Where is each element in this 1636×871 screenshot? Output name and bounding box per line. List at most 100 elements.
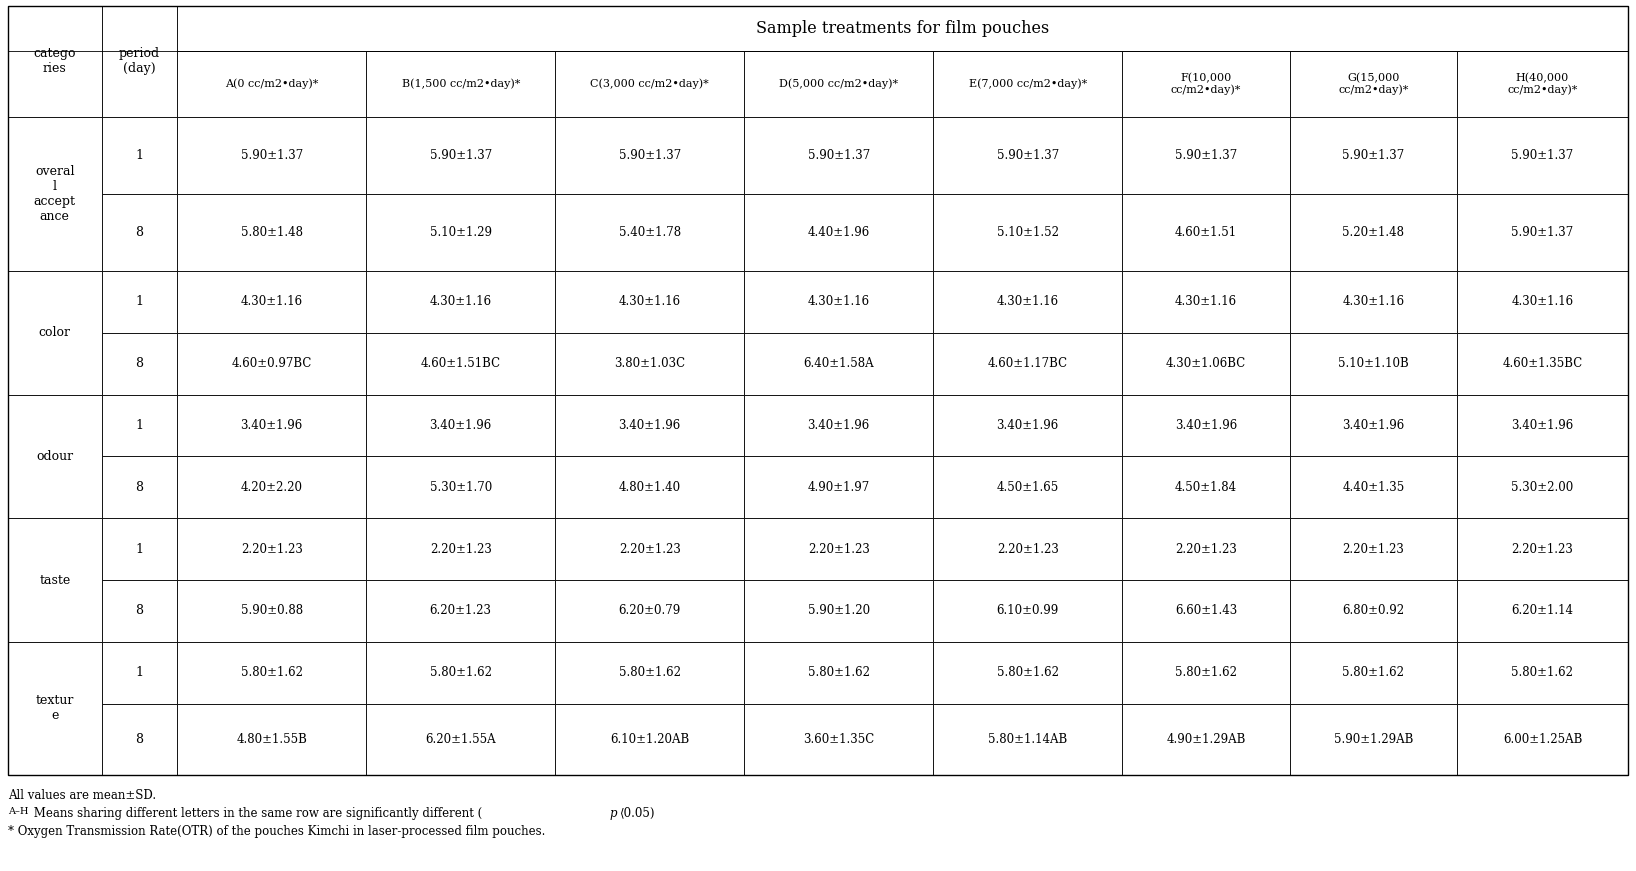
Bar <box>933 193 1122 271</box>
Text: G(15,000
cc/m2•day)*: G(15,000 cc/m2•day)* <box>1338 72 1409 95</box>
Text: 5.10±1.10B: 5.10±1.10B <box>1338 357 1409 370</box>
Bar <box>101 456 177 518</box>
Text: 4.30±1.16: 4.30±1.16 <box>808 295 870 308</box>
Text: 6.80±0.92: 6.80±0.92 <box>1342 604 1404 618</box>
Bar <box>933 51 1122 117</box>
Bar <box>8 6 101 117</box>
Bar <box>101 580 177 642</box>
Bar <box>177 117 366 193</box>
Text: 6.20±1.14: 6.20±1.14 <box>1512 604 1574 618</box>
Bar <box>933 642 1122 704</box>
Bar <box>8 642 101 775</box>
Text: 6.10±0.99: 6.10±0.99 <box>996 604 1058 618</box>
Bar <box>744 580 933 642</box>
Text: 4.30±1.16: 4.30±1.16 <box>1175 295 1237 308</box>
Text: 5.80±1.62: 5.80±1.62 <box>430 666 492 679</box>
Text: 2.20±1.23: 2.20±1.23 <box>1343 543 1404 556</box>
Bar <box>101 518 177 580</box>
Bar <box>177 580 366 642</box>
Text: F(10,000
cc/m2•day)*: F(10,000 cc/m2•day)* <box>1171 72 1242 95</box>
Text: 5.90±1.37: 5.90±1.37 <box>996 149 1058 162</box>
Bar <box>1122 580 1289 642</box>
Bar <box>366 642 555 704</box>
Text: Means sharing different letters in the same row are significantly different (: Means sharing different letters in the s… <box>29 807 483 820</box>
Bar <box>1289 395 1458 456</box>
Text: p: p <box>610 807 622 820</box>
Text: 5.90±1.29AB: 5.90±1.29AB <box>1333 733 1414 746</box>
Bar <box>101 6 177 117</box>
Text: 5.80±1.14AB: 5.80±1.14AB <box>988 733 1067 746</box>
Bar <box>1289 704 1458 775</box>
Text: 5.20±1.48: 5.20±1.48 <box>1342 226 1404 239</box>
Bar <box>1289 456 1458 518</box>
Bar <box>1122 117 1289 193</box>
Text: 1: 1 <box>136 149 144 162</box>
Text: C(3,000 cc/m2•day)*: C(3,000 cc/m2•day)* <box>591 78 708 89</box>
Text: 4.60±1.35BC: 4.60±1.35BC <box>1502 357 1582 370</box>
Bar <box>366 333 555 395</box>
Text: 4.20±2.20: 4.20±2.20 <box>240 481 303 494</box>
Bar <box>744 518 933 580</box>
Text: odour: odour <box>36 450 74 463</box>
Bar <box>177 704 366 775</box>
Text: D(5,000 cc/m2•day)*: D(5,000 cc/m2•day)* <box>779 78 898 89</box>
Bar <box>1289 580 1458 642</box>
Bar <box>1458 271 1628 333</box>
Bar <box>933 580 1122 642</box>
Bar <box>1458 456 1628 518</box>
Text: 3.40±1.96: 3.40±1.96 <box>240 419 303 432</box>
Bar <box>8 395 101 518</box>
Bar <box>1458 704 1628 775</box>
Text: 5.90±1.20: 5.90±1.20 <box>808 604 870 618</box>
Text: 3.40±1.96: 3.40±1.96 <box>808 419 870 432</box>
Text: 8: 8 <box>136 733 144 746</box>
Text: E(7,000 cc/m2•day)*: E(7,000 cc/m2•day)* <box>969 78 1086 89</box>
Text: 3.40±1.96: 3.40±1.96 <box>1175 419 1237 432</box>
Text: overal
l
accept
ance: overal l accept ance <box>34 165 75 223</box>
Text: H(40,000
cc/m2•day)*: H(40,000 cc/m2•day)* <box>1507 72 1577 95</box>
Text: 4.50±1.84: 4.50±1.84 <box>1175 481 1237 494</box>
Text: 5.10±1.52: 5.10±1.52 <box>996 226 1058 239</box>
Bar <box>555 580 744 642</box>
Text: 8: 8 <box>136 604 144 618</box>
Text: 4.60±1.51: 4.60±1.51 <box>1175 226 1237 239</box>
Bar <box>1458 395 1628 456</box>
Bar <box>1458 580 1628 642</box>
Text: 8: 8 <box>136 481 144 494</box>
Bar <box>1289 193 1458 271</box>
Text: taste: taste <box>39 574 70 586</box>
Text: period
(day): period (day) <box>119 47 160 75</box>
Text: 6.20±1.23: 6.20±1.23 <box>430 604 492 618</box>
Bar <box>8 271 101 395</box>
Bar <box>177 395 366 456</box>
Bar <box>177 333 366 395</box>
Bar <box>177 518 366 580</box>
Bar <box>555 51 744 117</box>
Text: 4.30±1.16: 4.30±1.16 <box>1342 295 1404 308</box>
Bar <box>366 395 555 456</box>
Text: B(1,500 cc/m2•day)*: B(1,500 cc/m2•day)* <box>401 78 520 89</box>
Bar <box>933 518 1122 580</box>
Bar <box>1458 51 1628 117</box>
Text: 5.80±1.62: 5.80±1.62 <box>1175 666 1237 679</box>
Bar <box>101 271 177 333</box>
Text: 4.30±1.16: 4.30±1.16 <box>618 295 681 308</box>
Bar <box>1122 704 1289 775</box>
Bar <box>744 51 933 117</box>
Bar <box>744 456 933 518</box>
Bar <box>177 642 366 704</box>
Bar <box>366 117 555 193</box>
Bar <box>177 51 366 117</box>
Text: 2.20±1.23: 2.20±1.23 <box>240 543 303 556</box>
Text: 2.20±1.23: 2.20±1.23 <box>996 543 1058 556</box>
Text: 5.90±1.37: 5.90±1.37 <box>430 149 492 162</box>
Bar <box>1458 193 1628 271</box>
Text: A(0 cc/m2•day)*: A(0 cc/m2•day)* <box>226 78 319 89</box>
Bar <box>744 642 933 704</box>
Bar <box>366 193 555 271</box>
Bar <box>8 6 1628 775</box>
Text: 6.60±1.43: 6.60±1.43 <box>1175 604 1237 618</box>
Text: 5.80±1.62: 5.80±1.62 <box>808 666 870 679</box>
Bar <box>177 456 366 518</box>
Bar <box>555 333 744 395</box>
